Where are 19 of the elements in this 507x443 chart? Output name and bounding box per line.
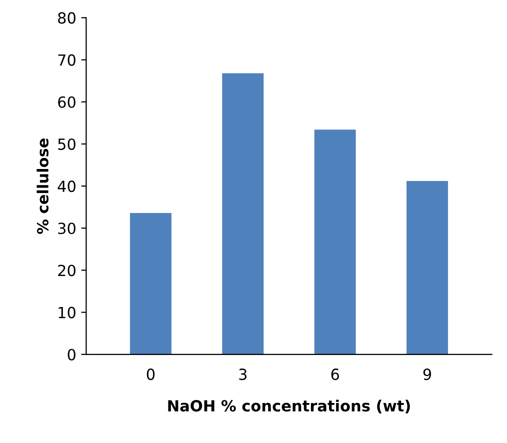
y-tick-label: 30 — [58, 222, 76, 234]
y-tick-label: 50 — [58, 138, 76, 150]
bar — [130, 212, 172, 354]
bar — [406, 181, 448, 354]
y-tick-label: 80 — [58, 12, 76, 24]
x-tick-label: 3 — [239, 368, 247, 380]
x-tick-label: 0 — [146, 368, 155, 380]
y-tick-label: 70 — [58, 54, 76, 66]
bar — [314, 130, 356, 354]
y-tick-label: 20 — [58, 264, 76, 276]
y-tick-label: 10 — [58, 306, 76, 318]
x-tick-label: 6 — [331, 368, 339, 380]
bar — [222, 73, 264, 354]
y-tick-label: 60 — [58, 96, 76, 108]
x-tick-label: 9 — [423, 368, 432, 380]
x-axis-title: NaOH % concentrations (wt) — [168, 400, 410, 414]
y-tick-label: 40 — [58, 180, 76, 192]
y-axis-title: % cellulose — [36, 138, 49, 234]
y-tick-label: 0 — [68, 348, 76, 360]
